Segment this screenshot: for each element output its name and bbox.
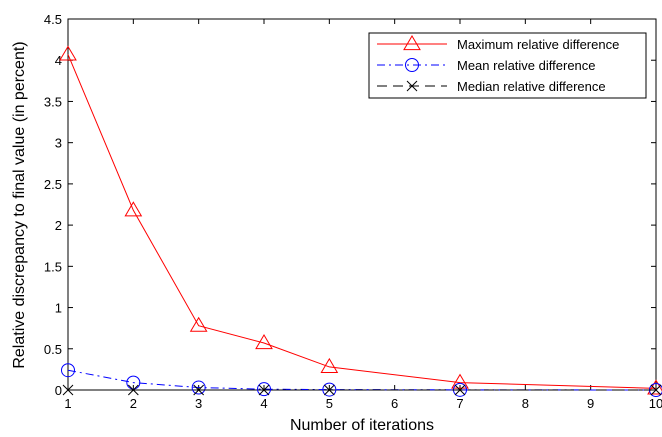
- x-tick-label: 7: [456, 396, 463, 411]
- data-point-marker: [61, 363, 75, 378]
- series-maximum: [59, 45, 662, 395]
- x-tick-label: 6: [391, 396, 398, 411]
- x-marker-stroke: [406, 80, 418, 92]
- data-point-marker: [258, 384, 270, 396]
- legend-label: Maximum relative difference: [457, 37, 619, 52]
- x-tick-label: 3: [195, 396, 202, 411]
- x-marker-stroke: [193, 384, 205, 396]
- series-layer: [59, 45, 662, 397]
- x-marker-stroke: [127, 384, 139, 396]
- data-point-marker: [255, 334, 273, 350]
- legend-entry: Maximum relative difference: [377, 35, 619, 52]
- data-point-marker: [189, 316, 208, 332]
- legend-marker: [406, 80, 418, 92]
- x-marker-stroke: [323, 384, 335, 396]
- legend-label: Mean relative difference: [457, 58, 596, 73]
- x-marker-stroke: [454, 384, 466, 396]
- x-tick-label: 5: [326, 396, 333, 411]
- data-point-marker: [124, 201, 143, 217]
- x-tick-label: 4: [260, 396, 267, 411]
- y-tick-label: 0.5: [44, 342, 62, 357]
- y-tick-label: 1: [55, 301, 62, 316]
- data-point-marker: [323, 384, 335, 396]
- x-axis-label: Number of iterations: [290, 417, 434, 434]
- data-point-marker: [193, 384, 205, 396]
- data-point-marker: [322, 382, 337, 397]
- data-point-marker: [454, 384, 466, 396]
- data-point-marker: [320, 357, 339, 374]
- y-tick-label: 4: [55, 53, 62, 68]
- x-tick-label: 8: [522, 396, 529, 411]
- data-point-marker: [647, 379, 662, 395]
- series-median: [62, 384, 662, 396]
- x-marker-stroke: [258, 384, 270, 396]
- x-marker-stroke: [62, 384, 74, 396]
- y-tick-label: 0: [55, 383, 62, 398]
- x-tick-label: 1: [64, 396, 71, 411]
- x-tick-label: 9: [587, 396, 594, 411]
- data-point-marker: [257, 382, 271, 397]
- data-point-marker: [650, 384, 662, 396]
- data-point-marker: [127, 384, 139, 396]
- data-point-marker: [59, 45, 77, 61]
- series-line: [67, 54, 657, 389]
- x-tick-label: 10: [649, 396, 662, 411]
- data-point-marker: [191, 380, 206, 395]
- series-line: [67, 369, 657, 391]
- y-tick-label: 2: [55, 218, 62, 233]
- x-tick-label: 2: [130, 396, 137, 411]
- y-tick-label: 4.5: [44, 12, 62, 27]
- y-tick-label: 3: [55, 136, 62, 151]
- data-point-marker: [451, 373, 469, 389]
- data-point-marker: [62, 384, 74, 396]
- legend-label: Median relative difference: [457, 79, 606, 94]
- data-point-marker: [126, 375, 141, 390]
- y-tick-label: 2.5: [44, 177, 62, 192]
- legend-marker: [403, 35, 421, 51]
- legend-entry: Mean relative difference: [377, 58, 596, 73]
- series-mean: [61, 363, 662, 397]
- y-tick-label: 1.5: [44, 259, 62, 274]
- legend: Maximum relative difference Mean relative…: [368, 32, 647, 99]
- y-tick-label: 3.5: [44, 94, 62, 109]
- legend-entry: Median relative difference: [377, 79, 606, 94]
- legend-marker: [405, 58, 419, 72]
- x-marker-stroke: [650, 384, 662, 396]
- y-axis-label: Relative discrepancy to final value (in …: [11, 41, 28, 368]
